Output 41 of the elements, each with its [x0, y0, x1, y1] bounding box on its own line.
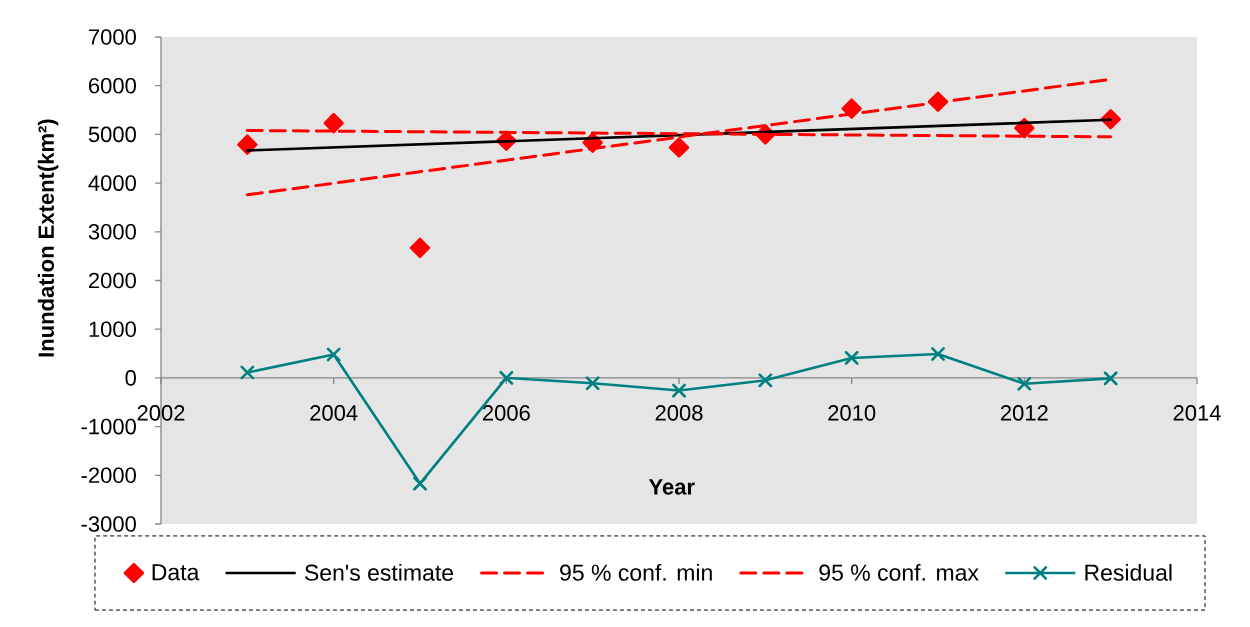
- legend-label: 95 % conf. max: [819, 563, 979, 581]
- point: [1017, 376, 1032, 391]
- y-tick-label: -3000: [81, 516, 136, 532]
- point: [672, 383, 686, 398]
- legend-label: Residual: [1085, 563, 1172, 581]
- point: [1014, 117, 1035, 139]
- x-axis-title: Year: [648, 479, 695, 495]
- point: [758, 373, 773, 388]
- y-tick-label: 6000: [89, 77, 136, 94]
- x-tick-label: 2004: [310, 405, 358, 421]
- x-tick-label: 2012: [1000, 405, 1048, 421]
- x-tick-label: 2014: [1173, 405, 1221, 421]
- y-tick-label: 2000: [89, 272, 136, 289]
- point: [499, 370, 514, 385]
- point: [323, 112, 344, 134]
- y-tick-label: 4000: [88, 175, 136, 191]
- point: [585, 376, 600, 391]
- point: [1103, 371, 1118, 386]
- point: [668, 137, 690, 158]
- y-axis-title: Inundation Extent(km²): [37, 119, 59, 357]
- point: [844, 350, 859, 365]
- legend-label: Sen's estimate: [304, 563, 454, 581]
- point: [240, 365, 255, 380]
- x-tick-label: 2002: [137, 405, 185, 421]
- y-tick-label: 1000: [89, 321, 136, 337]
- point: [413, 476, 427, 491]
- x-tick-label: 2008: [655, 405, 703, 421]
- point: [931, 347, 945, 361]
- point: [326, 347, 341, 362]
- x-tick-label: 2010: [828, 405, 876, 421]
- point: [409, 237, 431, 259]
- x-tick-label: 2006: [482, 405, 530, 421]
- legend-label: 95 % conf. min: [560, 563, 712, 581]
- y-tick-label: 5000: [88, 126, 136, 143]
- legend-label: Data: [152, 564, 200, 581]
- y-tick-label: -2000: [81, 467, 136, 484]
- y-tick-label: 3000: [88, 224, 136, 240]
- y-tick-label: -1000: [81, 418, 136, 435]
- y-tick-label: 7000: [89, 29, 136, 45]
- y-tick-label: 0: [125, 370, 136, 386]
- point: [237, 134, 258, 155]
